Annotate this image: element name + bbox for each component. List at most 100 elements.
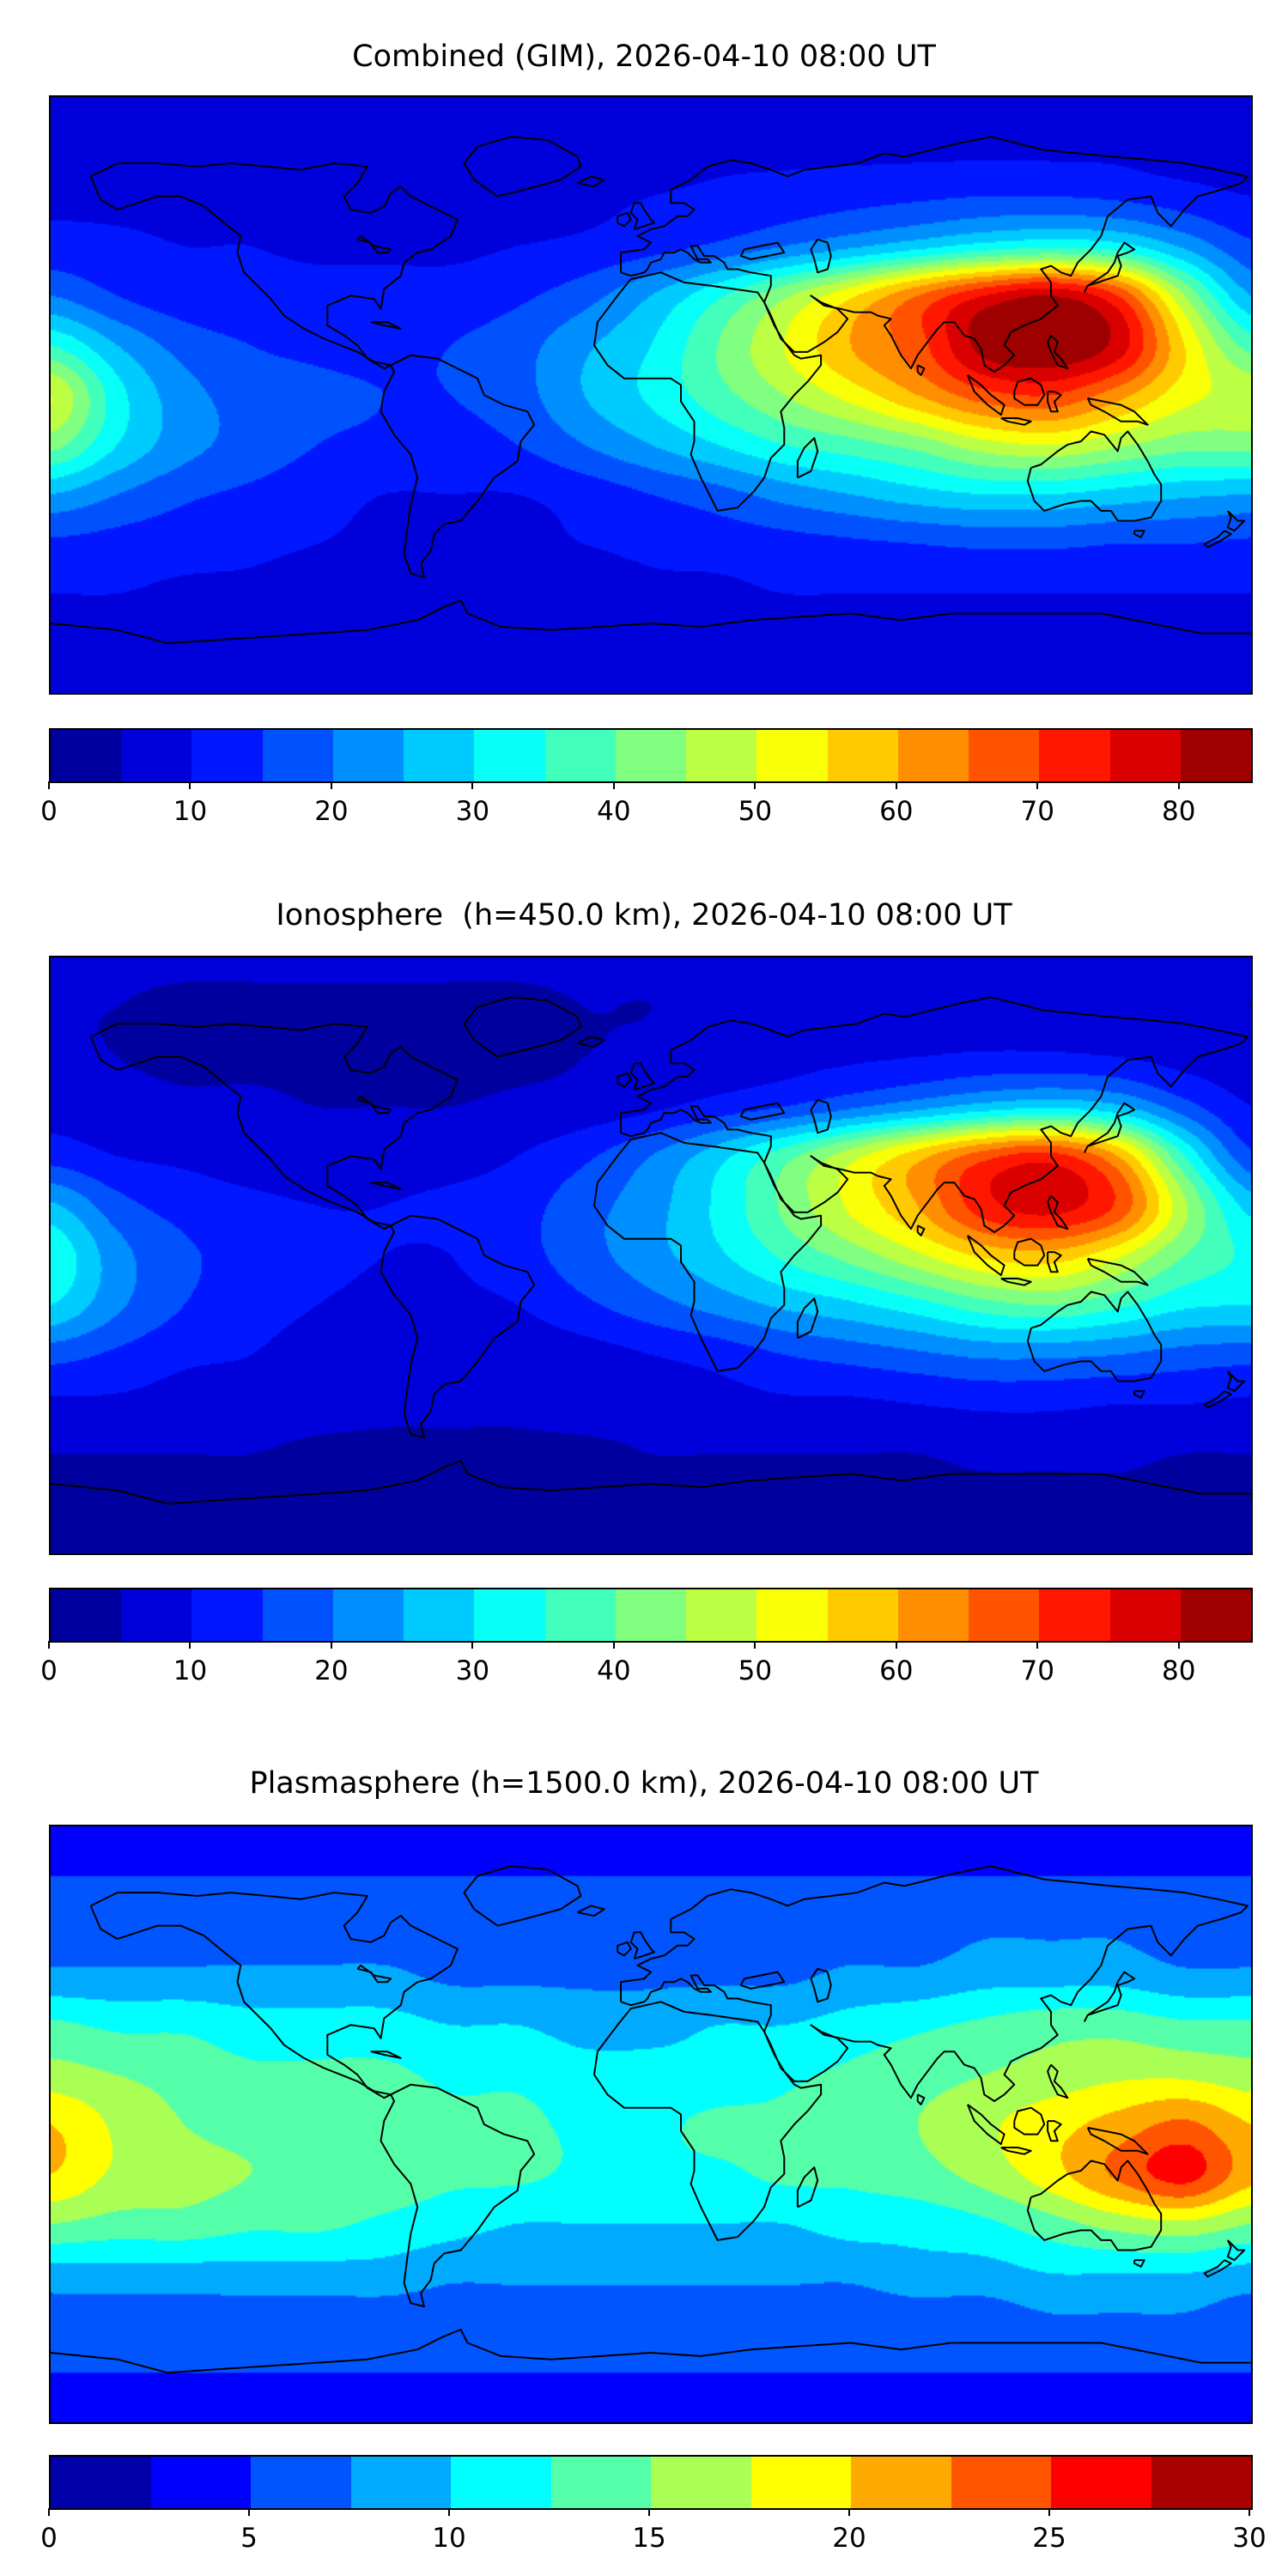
coastline-overlay [51, 996, 1251, 1505]
colorbar-segment [51, 2457, 151, 2508]
colorbar-plasmasphere [49, 2455, 1253, 2510]
colorbar-segment [150, 2457, 251, 2508]
colorbar-segment [544, 1589, 616, 1641]
colorbar-segment [615, 730, 687, 781]
colorbar-segment [1051, 2457, 1151, 2508]
colorbar-segment [750, 2457, 851, 2508]
colorbar-tick-label: 0 [40, 2523, 58, 2554]
colorbar-tickmark [48, 781, 50, 789]
colorbar-tick-labels: 0 10 20 30 40 50 60 70 80 [40, 1641, 1249, 1692]
map-combined-gim [49, 95, 1253, 695]
colorbar-segment [1039, 730, 1110, 781]
map-ionosphere [49, 956, 1253, 1555]
colorbar-tickmark [895, 1641, 897, 1649]
colorbar-segment [350, 2457, 451, 2508]
colorbar-tick-label: 10 [173, 1656, 208, 1686]
colorbar-tick-label: 30 [455, 796, 490, 827]
colorbar-segment [121, 1589, 192, 1641]
colorbar-segment [1151, 2457, 1251, 2508]
colorbar-tick-label: 70 [1020, 796, 1055, 827]
coastline-path [51, 996, 1251, 1505]
tec-field-canvas [51, 957, 1251, 1553]
colorbar-tickmark [612, 1641, 615, 1649]
colorbar-tick-label: 40 [597, 1656, 631, 1686]
colorbar-tick-label: 25 [1032, 2523, 1066, 2554]
colorbar-segment [404, 730, 475, 781]
colorbar-tickmark [189, 781, 191, 789]
colorbar-segment [262, 730, 333, 781]
colorbar-tick-label: 10 [173, 796, 208, 827]
colorbar-segment [756, 730, 828, 781]
colorbar-segment [897, 1589, 969, 1641]
colorbar-segment [897, 730, 969, 781]
colorbar-segment [1180, 1589, 1251, 1641]
colorbar-tickmark [1249, 2508, 1250, 2516]
colorbar-segment [544, 730, 616, 781]
colorbar-tickmark [1036, 781, 1039, 789]
colorbar-segment [1180, 730, 1251, 781]
coastline-path [51, 136, 1251, 645]
colorbar-segment [686, 730, 757, 781]
colorbar-tickmark [189, 1641, 191, 1649]
colorbar-tickmark [471, 1641, 474, 1649]
colorbar-segment [1109, 1589, 1181, 1641]
colorbar-tick-label: 5 [240, 2523, 258, 2554]
colorbar-combined [49, 728, 1253, 783]
panel-title-ionosphere: Ionosphere (h=450.0 km), 2026-04-10 08:0… [276, 898, 1012, 933]
colorbar-segment [851, 2457, 951, 2508]
colorbar-tickmark [1177, 781, 1180, 789]
colorbar-tick-label: 80 [1162, 796, 1196, 827]
colorbar-tickmark [471, 781, 474, 789]
colorbar-segment [474, 1589, 545, 1641]
colorbar-segment [686, 1589, 757, 1641]
colorbar-segment [1109, 730, 1181, 781]
colorbar-tick-labels: 0 5 10 15 20 25 30 [40, 2508, 1267, 2560]
tec-field-canvas [51, 97, 1251, 693]
colorbar-tick-label: 50 [738, 1656, 773, 1686]
coastline-overlay [51, 136, 1251, 645]
colorbar-segment [191, 1589, 263, 1641]
colorbar-tick-label: 20 [314, 796, 349, 827]
colorbar-tickmark [754, 1641, 756, 1649]
colorbar-tick-label: 20 [832, 2523, 866, 2554]
colorbar-segment [969, 730, 1040, 781]
colorbar-segment [827, 730, 898, 781]
colorbar-segment [251, 2457, 351, 2508]
colorbar-tickmark [612, 781, 615, 789]
map-plasmasphere [49, 1825, 1253, 2424]
colorbar-tickmark [1048, 2508, 1050, 2516]
colorbar-segment [474, 730, 545, 781]
colorbar-segment [404, 1589, 475, 1641]
colorbar-tickmark [895, 781, 897, 789]
colorbar-segment [121, 730, 192, 781]
colorbar-tick-label: 60 [879, 796, 914, 827]
colorbar-tickmark [330, 1641, 332, 1649]
colorbar-tickmark [848, 2508, 850, 2516]
colorbar-segment [1039, 1589, 1110, 1641]
panel-title-combined: Combined (GIM), 2026-04-10 08:00 UT [352, 39, 936, 74]
colorbar-tick-label: 10 [432, 2523, 466, 2554]
colorbar-tick-label: 60 [879, 1656, 914, 1686]
coastline-path [51, 1865, 1251, 2374]
colorbar-tickmark [648, 2508, 650, 2516]
colorbar-tick-label: 20 [314, 1656, 349, 1686]
colorbar-tickmark [48, 1641, 50, 1649]
colorbar-segment [262, 1589, 333, 1641]
colorbar-segment [827, 1589, 898, 1641]
colorbar-tick-label: 70 [1020, 1656, 1055, 1686]
colorbar-segment [332, 1589, 404, 1641]
colorbar-segment [969, 1589, 1040, 1641]
colorbar-segment [651, 2457, 751, 2508]
colorbar-segment [191, 730, 263, 781]
colorbar-segment [951, 2457, 1051, 2508]
colorbar-tick-label: 0 [40, 1656, 58, 1686]
colorbar-segment [756, 1589, 828, 1641]
colorbar-tick-label: 80 [1162, 1656, 1196, 1686]
colorbar-tickmark [1036, 1641, 1039, 1649]
colorbar-segment [51, 1589, 122, 1641]
colorbar-tickmark [754, 781, 756, 789]
colorbar-segment [615, 1589, 687, 1641]
panel-title-plasmasphere: Plasmasphere (h=1500.0 km), 2026-04-10 0… [249, 1766, 1039, 1801]
tec-field-canvas [51, 1826, 1251, 2422]
